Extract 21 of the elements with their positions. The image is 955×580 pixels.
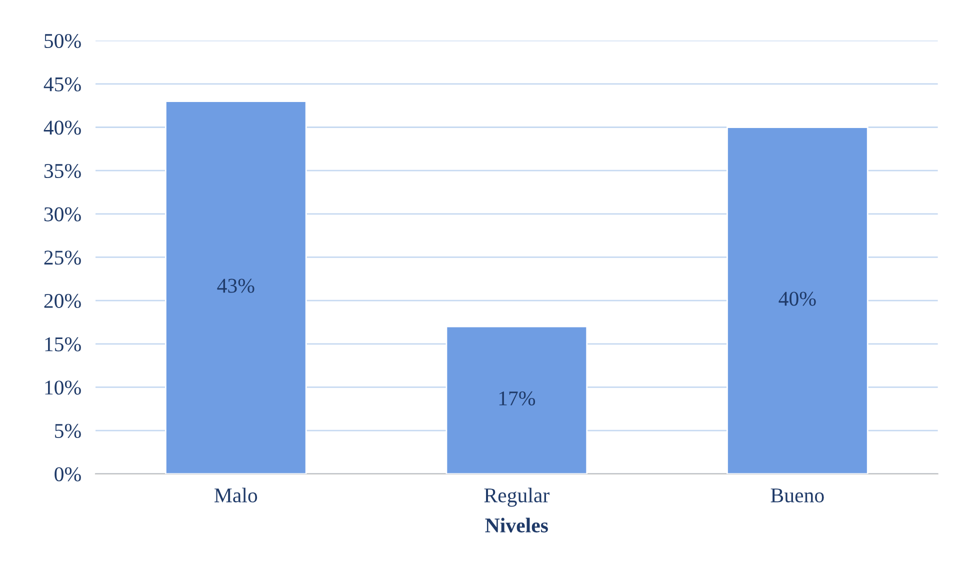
y-tick-label: 5%	[55, 424, 81, 438]
y-tick-label: 25%	[44, 250, 81, 265]
y-tick-label: 50%	[44, 34, 81, 48]
y-tick-label: 35%	[44, 164, 81, 178]
data-label: 17%	[499, 391, 536, 406]
data-label: 43%	[217, 278, 254, 293]
x-tick-label: Regular	[484, 488, 550, 507]
y-tick-label: 20%	[44, 294, 81, 308]
x-axis-title: Niveles	[485, 518, 548, 532]
x-tick-label: Bueno	[770, 488, 824, 502]
data-label: 40%	[778, 292, 816, 306]
bar	[726, 126, 868, 474]
x-tick-label: Malo	[214, 488, 258, 502]
y-tick-label: 30%	[44, 207, 81, 222]
y-tick-label: 10%	[45, 380, 81, 395]
y-tick-label: 15%	[45, 337, 81, 352]
y-tick-label: 0%	[54, 467, 81, 482]
y-tick-label: 40%	[44, 120, 81, 135]
y-tick-label: 45%	[44, 77, 81, 92]
bar	[446, 326, 588, 474]
bar	[165, 100, 307, 474]
